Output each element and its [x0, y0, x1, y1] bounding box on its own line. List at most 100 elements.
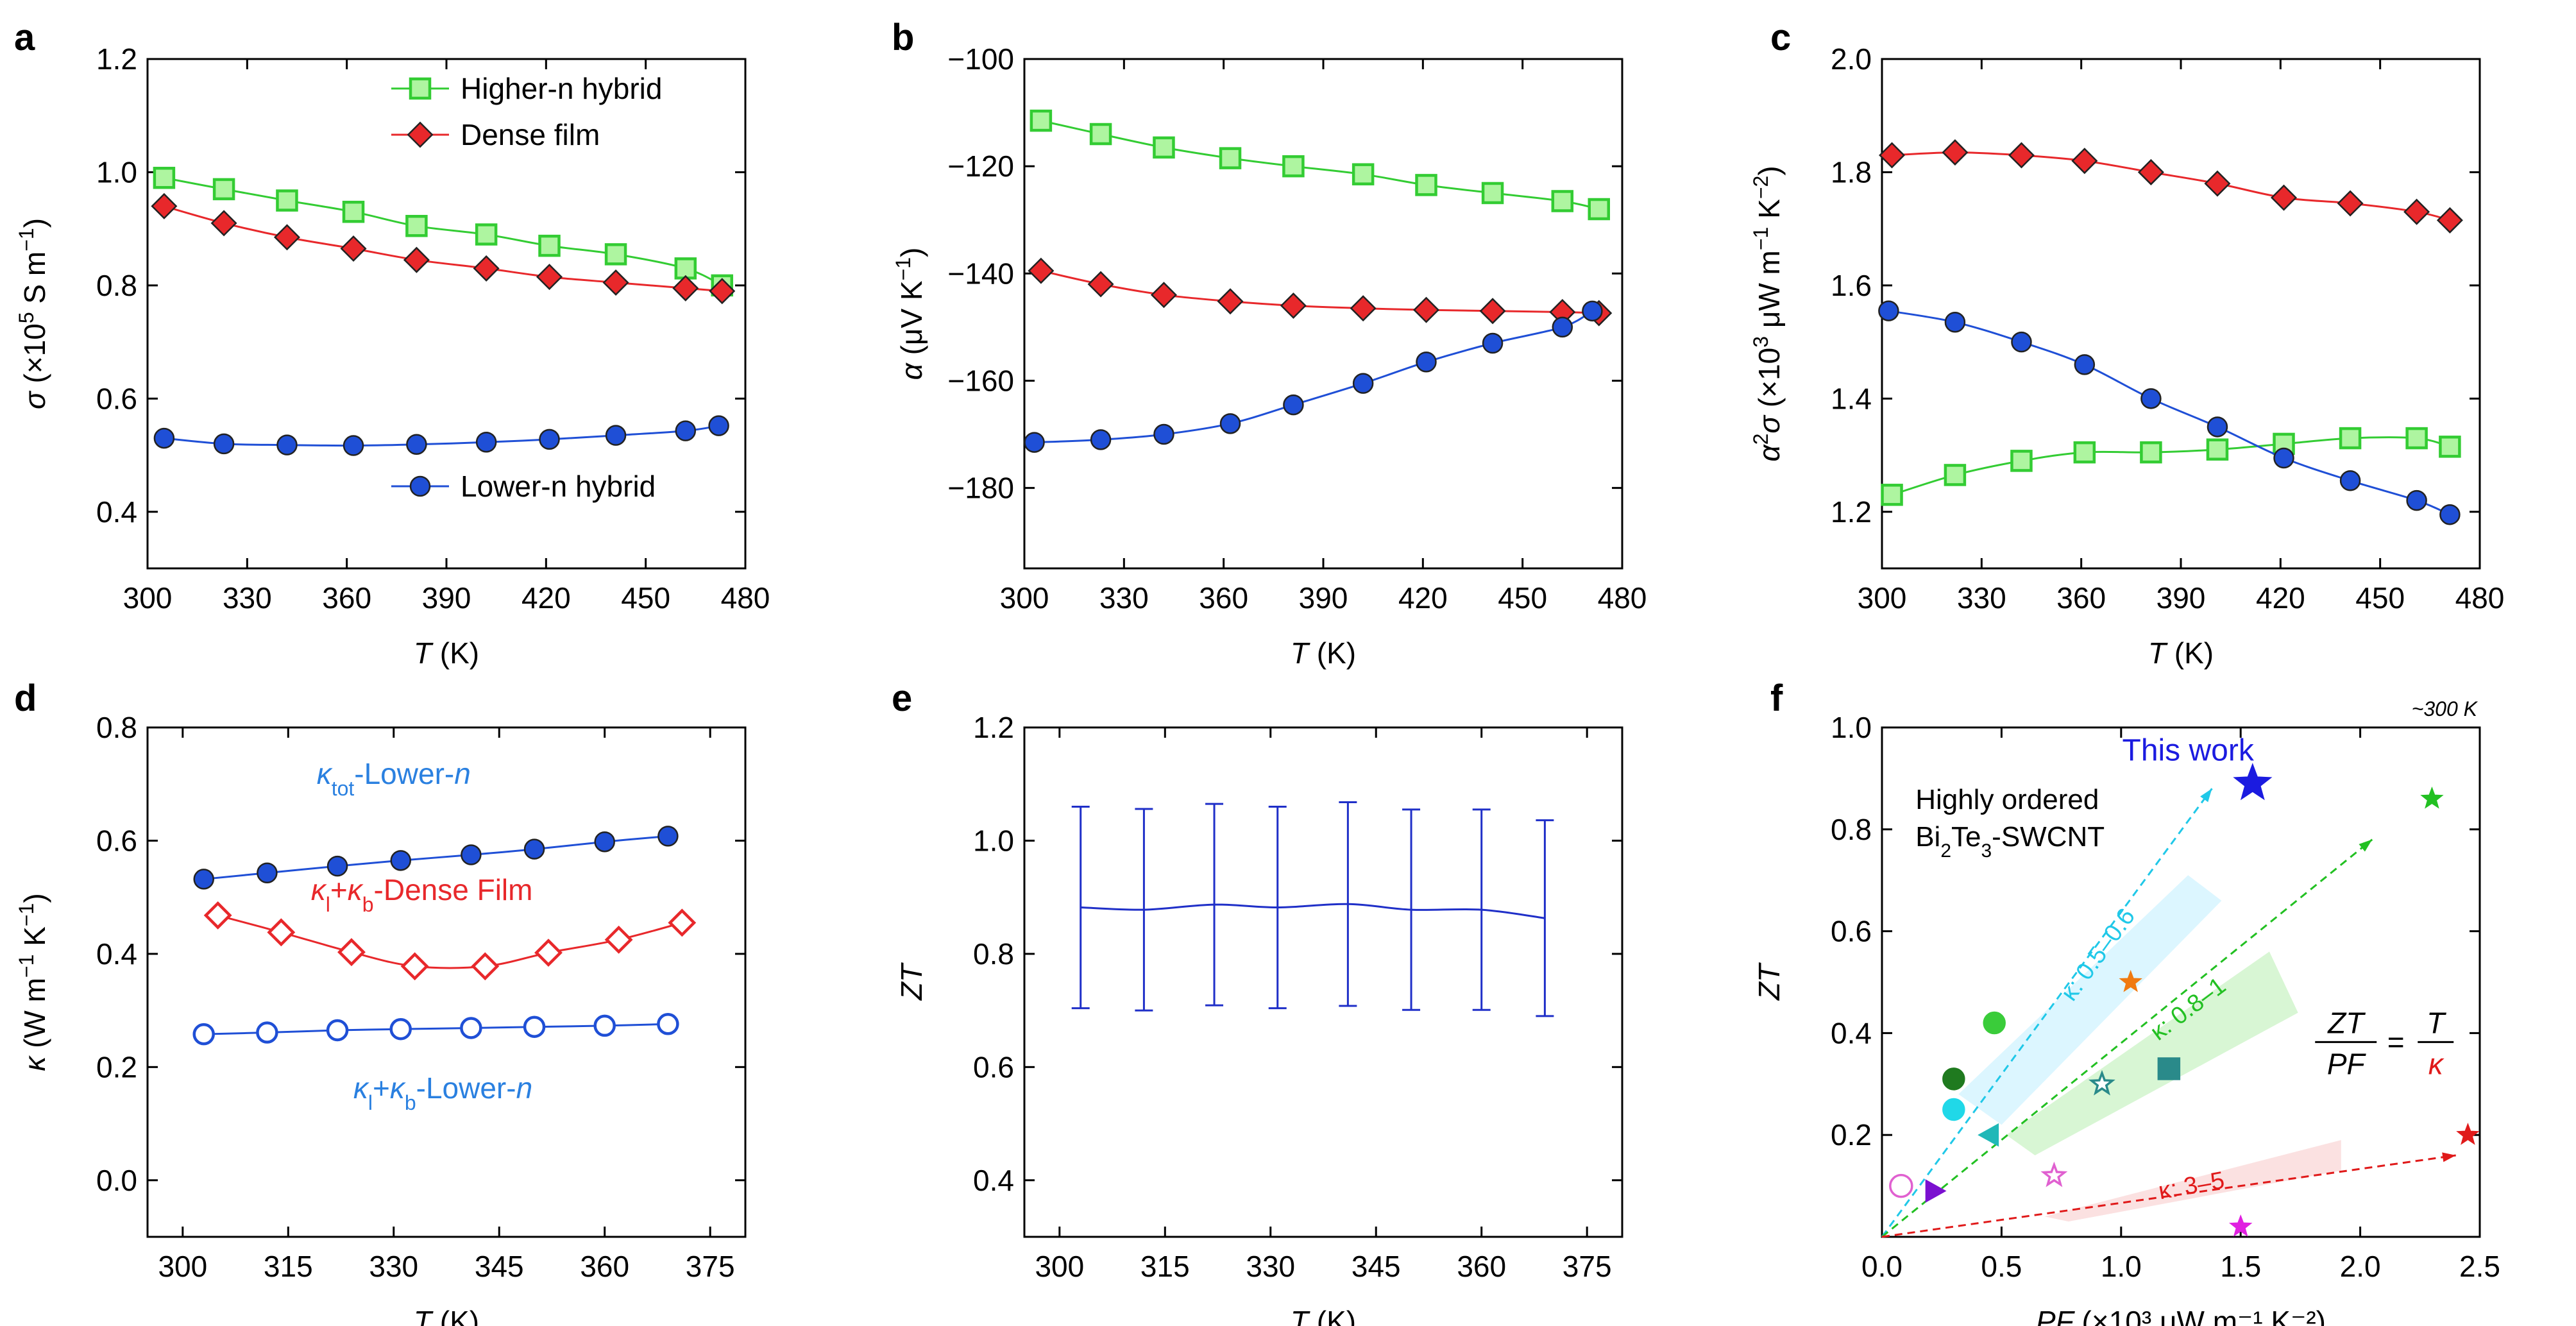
y-tick-label: −100: [947, 42, 1014, 76]
formula-den-left: PF: [2327, 1047, 2367, 1080]
data-point: [594, 831, 615, 853]
data-point: [1881, 484, 1903, 506]
y-tick-label: −180: [947, 472, 1014, 505]
superscript: −1: [1749, 227, 1772, 250]
x-tick-label: 315: [1140, 1250, 1190, 1283]
text-span: ZT: [1752, 962, 1786, 1001]
data-point: [2439, 436, 2461, 458]
panel-letter-d: d: [14, 677, 37, 719]
x-tick-label: 360: [580, 1250, 629, 1283]
panel-f: f 0.0 0.5 1.0 1.5 2.0 2.5 0.2 0.4 0.6 0.8 1.0 PF (×1…: [1752, 677, 2500, 1326]
text-span: +: [373, 1071, 390, 1105]
subscript: b: [362, 893, 374, 916]
y-tick-label: 1.2: [96, 42, 137, 76]
y-tick-label: 1.2: [973, 711, 1014, 744]
data-point: [2233, 763, 2273, 801]
data-point: [343, 435, 364, 456]
data-point: [153, 167, 176, 189]
legend-label: Dense film: [461, 118, 600, 151]
y-tick-label: 0.0: [96, 1164, 137, 1197]
data-point: [1944, 311, 1966, 333]
data-point: [475, 223, 498, 246]
plot-frame: [1881, 726, 2481, 1238]
data-point: [1352, 373, 1374, 394]
data-point: [460, 1017, 482, 1039]
x-tick-label: 390: [2157, 581, 2206, 615]
text-span: PF: [2036, 1305, 2076, 1326]
superscript: 3: [1749, 336, 1772, 348]
text-span: κ: [353, 1071, 369, 1105]
text-span: μW m: [1752, 250, 1786, 336]
text-span: n: [516, 1071, 533, 1105]
arrow-green: [1881, 838, 2373, 1238]
x-tick-label: 375: [686, 1250, 735, 1283]
y-tick-label: 0.8: [973, 937, 1014, 971]
x-tick-label: 345: [475, 1250, 524, 1283]
text-span: +: [330, 873, 348, 906]
series-line: [1888, 310, 2450, 516]
text-span: (K): [432, 1305, 479, 1326]
data-point: [2270, 184, 2298, 211]
x-axis-label: T (K): [1291, 1305, 1356, 1326]
text-span: (×10³ μW m⁻¹ K⁻²): [2074, 1305, 2326, 1326]
data-point: [1350, 295, 1377, 322]
corner-note: ~300 K: [2412, 697, 2479, 720]
data-point: [604, 925, 633, 954]
x-tick-label: 300: [123, 581, 173, 615]
y-tick-label: −140: [947, 257, 1014, 290]
data-point: [2273, 447, 2294, 469]
data-point: [389, 1017, 412, 1041]
data-point: [461, 844, 482, 865]
band-cyan: [1958, 875, 2222, 1125]
panel-d: d 300 315 330 345 360 375 0.0 0.2 0.4 0.6 0.8 T (K) κ…: [14, 677, 747, 1326]
text-span: -Lower-: [354, 757, 454, 790]
x-tick-label: 0.5: [1981, 1250, 2022, 1283]
data-point: [523, 1016, 546, 1038]
x-tick-label: 0.0: [1861, 1250, 1902, 1283]
data-point: [1878, 300, 1899, 321]
superscript: −1: [15, 903, 38, 926]
x-tick-label: 2.0: [2340, 1250, 2381, 1283]
y-axis-label: α (μV K−1): [892, 248, 928, 380]
data-point: [2040, 1161, 2068, 1187]
data-point: [2339, 470, 2361, 491]
formula-num-right: T: [2427, 1006, 2446, 1039]
subscript: tot: [332, 777, 355, 800]
data-point: [2207, 416, 2228, 438]
text-span: κ: [317, 757, 333, 790]
formula-eq: =: [2387, 1025, 2405, 1058]
panel-c: c 300 330 360 390 420 450 480 1.2 1.4 1.6 1.8 2.0 T (…: [1749, 17, 2504, 670]
data-point: [473, 255, 500, 282]
annotation-ktot: κtot-Lower-n: [317, 757, 471, 800]
group-label-line1: Highly ordered: [1915, 784, 2099, 815]
y-tick-label: 1.8: [1831, 155, 1872, 189]
data-point: [2405, 427, 2428, 450]
data-point: [2140, 441, 2162, 464]
text-span: K: [1752, 199, 1786, 227]
series-line: [1040, 269, 1599, 314]
text-span: T: [1291, 636, 1310, 670]
data-point: [2406, 489, 2427, 511]
x-axis-label: T (K): [414, 1305, 479, 1326]
text-span: -Dense Film: [374, 873, 533, 906]
data-point: [2010, 450, 2033, 472]
data-point: [1479, 298, 1506, 325]
data-point: [1925, 1179, 1947, 1203]
data-point: [1280, 292, 1307, 319]
data-point: [1352, 163, 1375, 185]
y-tick-label: 0.8: [96, 269, 137, 302]
data-point: [1282, 155, 1305, 178]
x-tick-label: 450: [2355, 581, 2405, 615]
text-span: σ: [18, 390, 51, 409]
series-line: [164, 176, 723, 287]
x-tick-label: 390: [1299, 581, 1348, 615]
data-point: [2074, 354, 2096, 375]
y-tick-label: 0.8: [1831, 813, 1872, 846]
data-point: [605, 425, 627, 446]
data-point: [213, 433, 235, 455]
series-line: [1892, 436, 2450, 496]
panel-letter-b: b: [892, 17, 914, 58]
series-line: [1892, 151, 2450, 221]
data-point: [668, 908, 697, 937]
text-span: -Lower-: [416, 1071, 516, 1105]
